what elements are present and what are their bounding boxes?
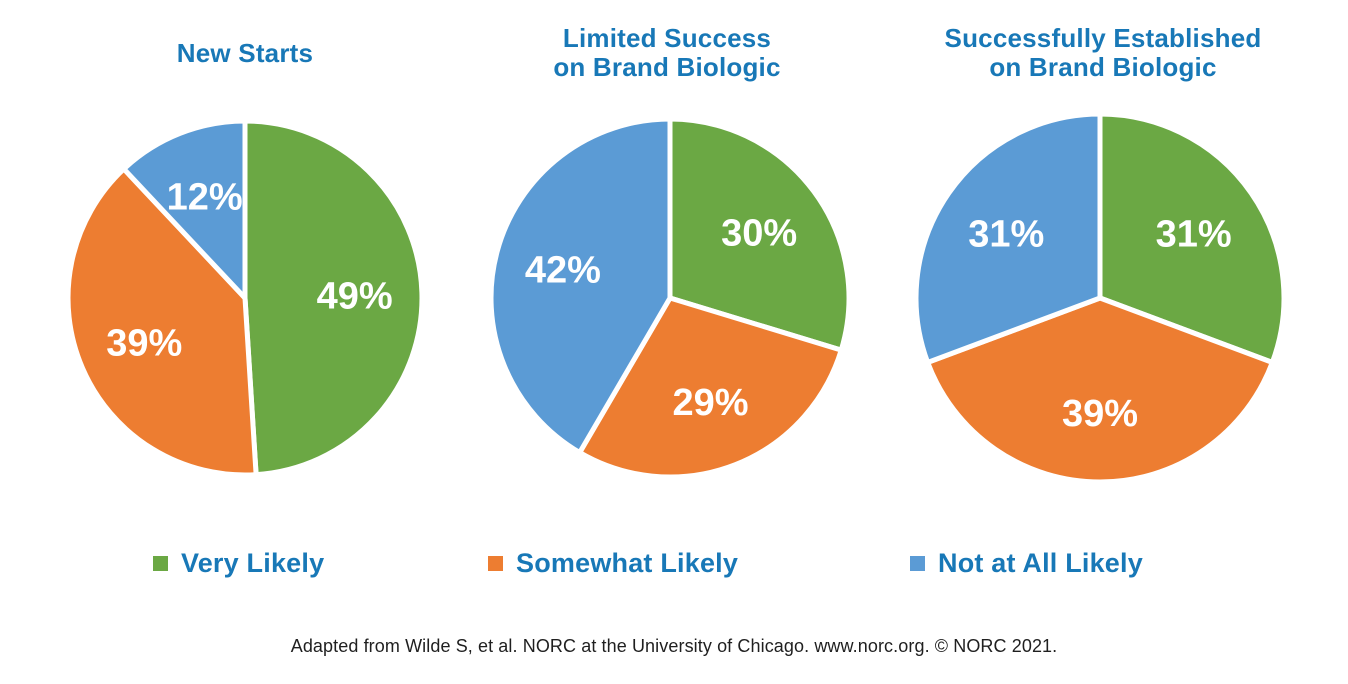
pie-slice-not-at-all-likely <box>488 116 673 456</box>
legend-swatch-not-at-all-likely-icon <box>910 555 925 571</box>
pie-slice-percent-label: 39% <box>106 322 182 364</box>
pie-slice-not-at-all-likely <box>121 118 248 301</box>
legend-swatch-somewhat-likely-icon <box>488 555 503 571</box>
pie-slice-percent-label: 49% <box>317 275 393 317</box>
pie-slice-very-likely <box>1097 111 1287 365</box>
pie-slice-very-likely <box>242 118 425 478</box>
chart-title-new-starts: New Starts <box>45 22 445 84</box>
chart-title-limited-success: Limited Success on Brand Biologic <box>467 22 867 84</box>
chart-title-line: Limited Success <box>562 23 772 53</box>
chart-title-line: Successfully Established <box>944 23 1262 53</box>
pie-slice-very-likely <box>667 116 852 353</box>
pie-slice-percent-label: 39% <box>1062 393 1138 435</box>
pie-slice-percent-label: 12% <box>167 177 243 219</box>
pie-slice-percent-label: 42% <box>525 250 601 292</box>
pie-slice-somewhat-likely <box>65 166 259 478</box>
legend-swatch-very-likely-icon <box>153 555 168 571</box>
pie-slice-somewhat-likely <box>925 295 1275 485</box>
legend-label-not-at-all-likely: Not at All Likely <box>938 547 1143 578</box>
pie-slice-percent-label: 31% <box>968 214 1044 256</box>
source-attribution: Adapted from Wilde S, et al. NORC at the… <box>290 636 1058 656</box>
pie-slice-percent-label: 30% <box>721 213 797 255</box>
chart-title-successfully-established: Successfully Established on Brand Biologi… <box>903 22 1303 84</box>
chart-title-line: New Starts <box>176 37 314 68</box>
chart-title-line: on Brand Biologic <box>553 52 781 82</box>
pie-slice-not-at-all-likely <box>913 111 1103 365</box>
legend-item-somewhat-likely: Somewhat Likely <box>488 546 738 580</box>
chart-title-line: on Brand Biologic <box>989 52 1217 82</box>
legend-label-somewhat-likely: Somewhat Likely <box>516 547 739 578</box>
legend-item-not-at-all-likely: Not at All Likely <box>910 546 1143 580</box>
pie-slice-percent-label: 29% <box>672 382 748 424</box>
pie-slice-percent-label: 31% <box>1156 214 1232 256</box>
pie-chart-svg: 30% 29% 42% <box>488 116 852 480</box>
legend-item-very-likely: Very Likely <box>153 546 324 580</box>
legend-label-very-likely: Very Likely <box>181 547 325 578</box>
pie-chart-svg: 31% 39% 31% <box>913 111 1287 485</box>
pie-chart-svg: 49% 39% 12% <box>65 118 425 478</box>
